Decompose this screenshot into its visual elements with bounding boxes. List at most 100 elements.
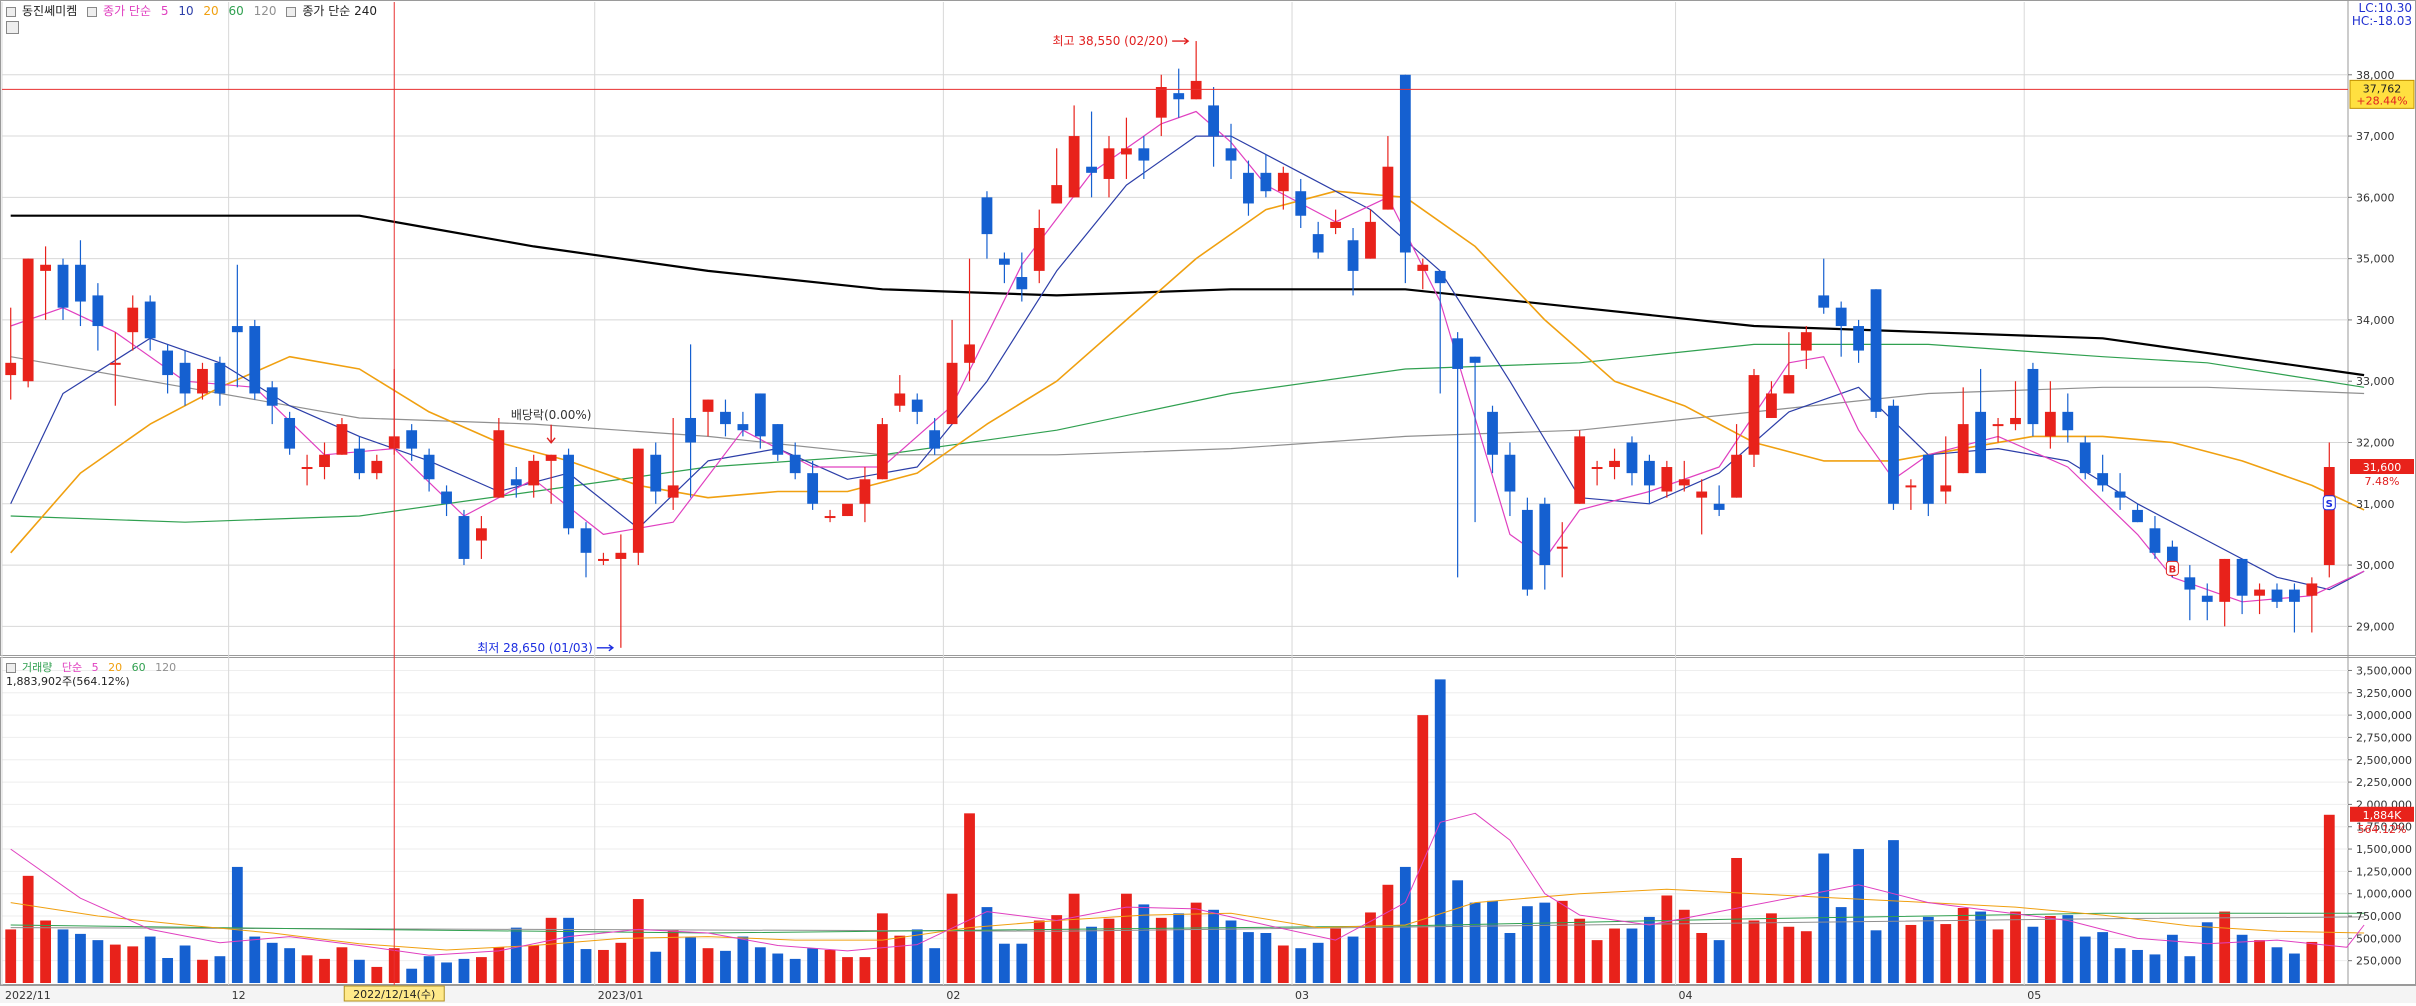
ma20-line (10, 190, 2365, 554)
volume-bar (2271, 947, 2283, 983)
volume-bar (894, 935, 906, 983)
date-tick-label: 12 (232, 989, 246, 1002)
candle-body (1068, 136, 1080, 198)
candle-body (1957, 424, 1969, 474)
volume-bar (2184, 956, 2196, 983)
candle-body (2271, 589, 2283, 602)
candle-body (2132, 509, 2143, 523)
price-tick-label: 35,000 (2356, 253, 2395, 266)
candle-body (859, 479, 871, 504)
candle-body (40, 264, 51, 271)
volume-bar (946, 893, 958, 983)
volume-bar (580, 949, 592, 983)
volume-bar (92, 940, 104, 983)
volume-bar (1452, 880, 1464, 983)
volume-bar (162, 957, 174, 983)
candle-body (1643, 460, 1655, 486)
legend-toggle-icon[interactable] (6, 663, 16, 673)
volume-bar (929, 948, 941, 983)
candle-body (1783, 375, 1795, 394)
volume-bar (1243, 932, 1254, 983)
volume-bar (998, 943, 1010, 983)
volume-bar (57, 929, 69, 983)
last-volume-pct-label: 564.12% (2358, 823, 2407, 836)
candle-body (1696, 491, 1708, 498)
volume-bar (1556, 900, 1568, 983)
candle-body (1434, 270, 1446, 284)
candle-body (876, 424, 888, 480)
candle-body (22, 258, 34, 382)
candle-body (1870, 289, 1882, 412)
price-legend: 동진쎄미켐 종가 단순 5 10 20 60 120 종가 단순 240 (6, 2, 383, 19)
price-tick-label: 29,000 (2356, 620, 2395, 633)
candle-body (964, 344, 975, 363)
candle-body (423, 454, 435, 480)
ma240-line (10, 214, 2365, 377)
candle-body (75, 264, 86, 302)
settings-icon[interactable] (6, 20, 22, 34)
volume-bar (1678, 909, 1690, 983)
candle-body (127, 307, 139, 333)
volume-bar (1103, 918, 1115, 983)
low-annotation: 최저 28,650 (01/03) (477, 641, 593, 655)
volume-bar (702, 948, 714, 983)
volume-bar (1434, 679, 1446, 983)
volume-bar (737, 936, 749, 983)
dividend-arrow-icon (546, 424, 556, 444)
vol-ma60-line (10, 912, 2365, 934)
volume-bar (301, 955, 313, 983)
ma10-line (10, 135, 2365, 591)
ma120-line (10, 356, 2365, 456)
axes: 29,000 30,000 31,000 32,000 33,000 34,000 35,0… (5, 69, 2415, 1002)
candle-body (2306, 583, 2318, 596)
high-annotation: 최고 38,550 (02/20) (1052, 34, 1168, 48)
volume-bar (5, 929, 17, 983)
volume-bar (2254, 940, 2265, 983)
candle-body (1190, 80, 1202, 100)
candle-body (2289, 589, 2300, 602)
date-tick-label: 02 (946, 989, 960, 1002)
legend-toggle-icon[interactable] (6, 6, 16, 17)
candle-body (1678, 479, 1690, 486)
volume-bar (1940, 924, 1952, 983)
moving-average-lines (10, 110, 2365, 956)
candle-body (1277, 172, 1289, 192)
volume-tick-label: 3,250,000 (2356, 687, 2412, 700)
volume-bar (1051, 915, 1063, 983)
candle-body (842, 503, 853, 517)
date-tick-label: 04 (1679, 989, 1693, 1002)
candle-body (2236, 558, 2248, 596)
volume-bar (754, 947, 766, 983)
volume-tick-label: 1,250,000 (2356, 865, 2412, 878)
volume-bar (1539, 902, 1551, 983)
candle-body (1766, 393, 1777, 418)
volume-bar (1487, 900, 1498, 983)
last-price-label: 31,600 (2363, 461, 2402, 474)
volume-tick-label: 1,000,000 (2356, 888, 2412, 901)
date-tick-label: 2022/11 (5, 989, 51, 1002)
volume-bar (458, 958, 470, 983)
stock-name[interactable]: 동진쎄미켐 (22, 4, 78, 18)
buy-marker-label: B (2169, 564, 2177, 575)
candle-body (772, 424, 784, 455)
volume-bar (336, 947, 348, 983)
candle-body (824, 516, 836, 519)
volume-bar (859, 957, 871, 983)
ma-label: 종가 단순 (103, 4, 152, 18)
low-arrow-icon (596, 644, 615, 652)
legend-toggle-icon[interactable] (87, 6, 98, 17)
legend-toggle-icon[interactable] (286, 6, 297, 17)
volume-bar (1766, 913, 1777, 983)
volume-bar (266, 942, 278, 983)
price-tick-label: 30,000 (2356, 559, 2395, 572)
ma20-label: 20 (203, 4, 219, 18)
volume-bar (789, 958, 801, 983)
candle-body (1940, 485, 1952, 492)
volume-bar (127, 946, 139, 983)
volume-bar (1800, 931, 1812, 983)
volume-bar (2097, 932, 2109, 983)
volume-bar (1661, 895, 1673, 983)
